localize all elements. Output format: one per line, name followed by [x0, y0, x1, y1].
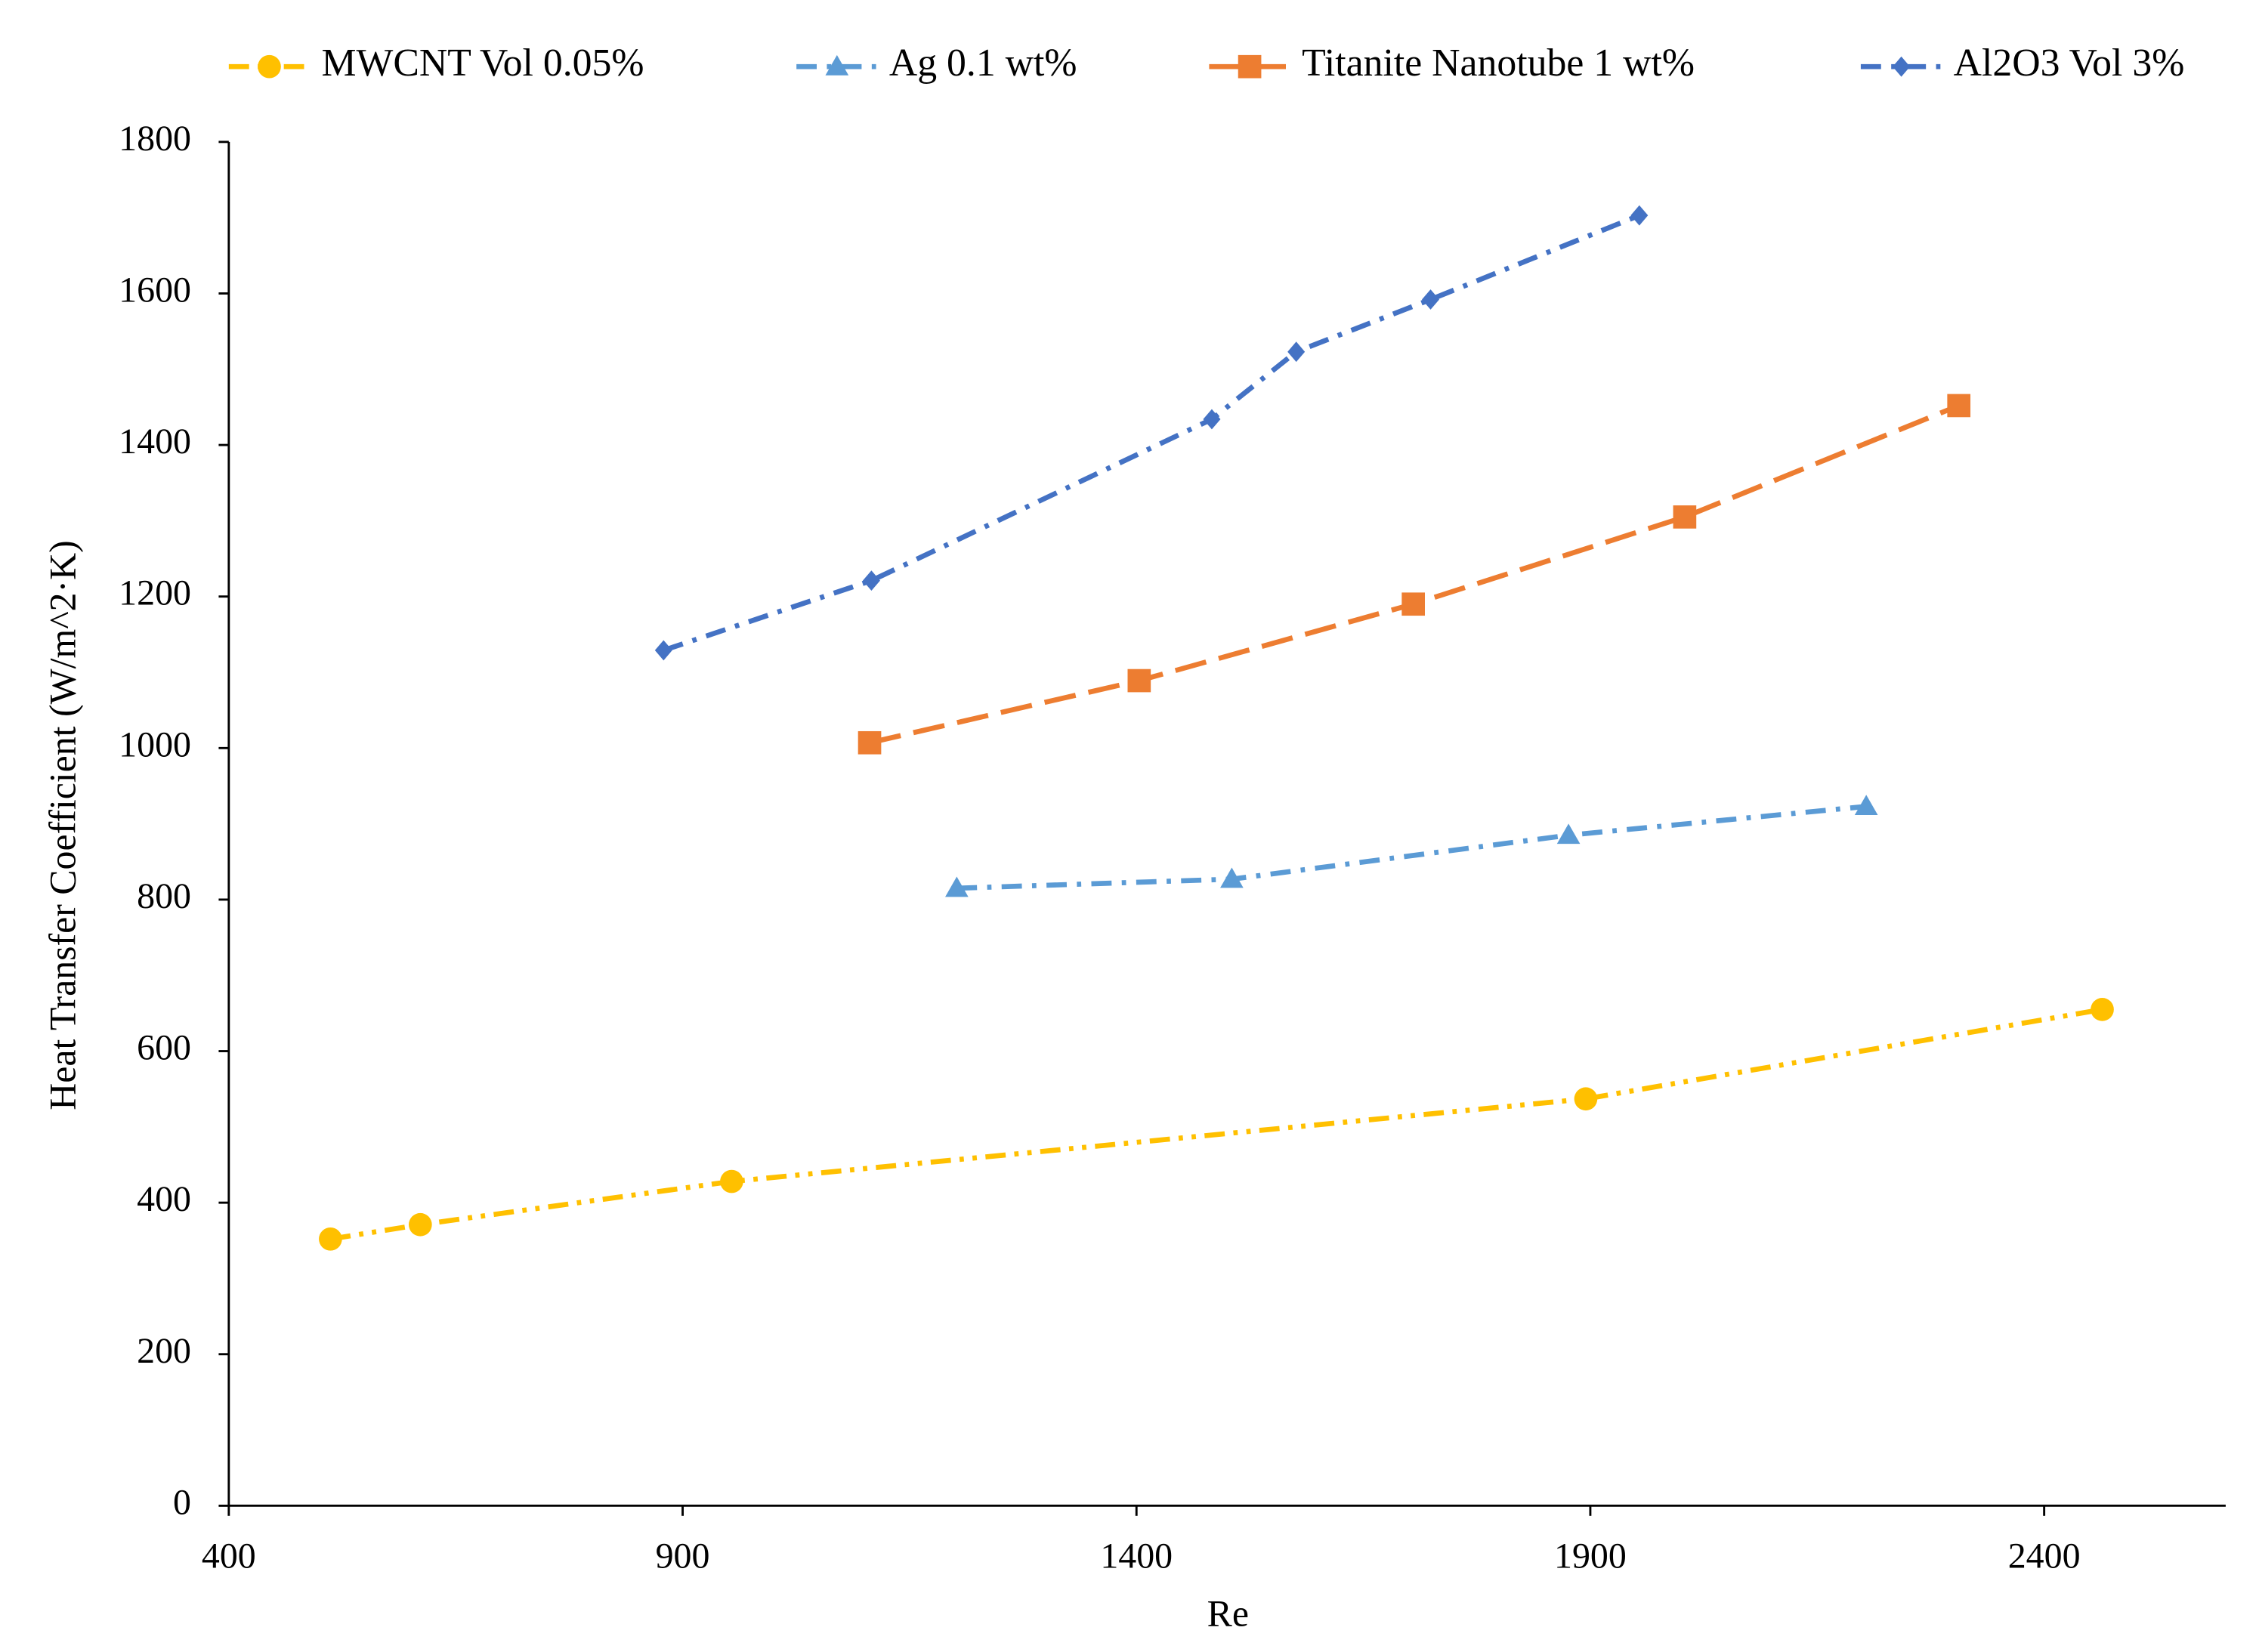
y-tick-label: 1600 [119, 270, 191, 310]
y-tick-label: 400 [137, 1179, 191, 1219]
data-point [1630, 205, 1649, 226]
legend-label: Ag 0.1 wt% [889, 42, 1077, 85]
series-line [663, 213, 1641, 653]
legend-marker [258, 54, 281, 79]
y-tick-label: 1200 [119, 573, 191, 613]
y-tick-label: 0 [173, 1482, 191, 1522]
data-point [862, 570, 880, 591]
y-tick-label: 800 [137, 876, 191, 916]
x-tick-label: 900 [656, 1536, 710, 1576]
y-tick-label: 1000 [119, 724, 191, 764]
legend-label: Titanite Nanotube 1 wt% [1302, 42, 1695, 85]
data-point [945, 876, 969, 897]
y-tick-label: 200 [137, 1331, 191, 1371]
data-point [1854, 795, 1878, 816]
data-point [858, 730, 882, 755]
data-point [1127, 669, 1151, 693]
y-tick-label: 600 [137, 1028, 191, 1068]
legend-marker [825, 54, 849, 76]
data-point [1947, 394, 1971, 418]
data-point [1421, 289, 1439, 310]
data-point [1673, 505, 1697, 529]
y-tick-label: 1400 [119, 421, 191, 462]
data-point [408, 1212, 432, 1237]
y-tick-label: 1800 [119, 119, 191, 159]
data-point [1401, 592, 1425, 616]
x-tick-label: 400 [202, 1536, 256, 1576]
series-line [329, 1007, 2103, 1242]
data-point [1556, 823, 1581, 845]
series-line [956, 804, 1867, 891]
legend-label: Al2O3 Vol 3% [1954, 42, 2185, 85]
y-axis-label: Heat Transfer Coefficient (W/m^2·K) [42, 540, 84, 1110]
legend-marker [1238, 54, 1262, 79]
data-point [720, 1169, 743, 1193]
data-point [2091, 998, 2114, 1021]
data-point [1220, 867, 1244, 888]
x-tick-label: 2400 [2008, 1536, 2081, 1576]
data-point [319, 1227, 342, 1251]
x-tick-label: 1900 [1554, 1536, 1627, 1576]
x-tick-label: 1400 [1100, 1536, 1173, 1576]
data-point [1287, 341, 1306, 363]
data-point [1203, 409, 1221, 430]
legend-label: MWCNT Vol 0.05% [322, 42, 644, 85]
legend-marker [1893, 56, 1911, 77]
x-axis-label: Re [1207, 1592, 1249, 1634]
data-point [1574, 1087, 1598, 1111]
data-point [654, 640, 672, 661]
series-line [869, 403, 1960, 746]
